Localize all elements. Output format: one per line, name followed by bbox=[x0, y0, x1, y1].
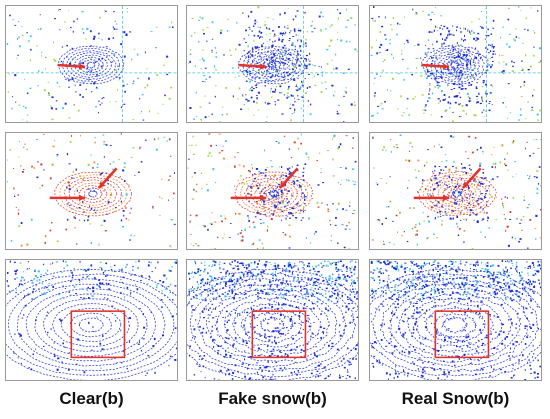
caption-clear: Clear(b) bbox=[59, 389, 124, 408]
point-cloud-r2-clear bbox=[6, 133, 176, 248]
point-cloud-r3-real bbox=[370, 260, 541, 380]
panel-r2-fake bbox=[186, 132, 359, 250]
point-cloud-r1-fake bbox=[187, 6, 358, 122]
caption-real-snow: Real Snow(b) bbox=[401, 389, 510, 408]
point-cloud-r1-clear bbox=[6, 6, 177, 122]
point-cloud-r2-fake bbox=[187, 133, 357, 249]
point-cloud-r1-real bbox=[370, 6, 541, 122]
panel-r1-real bbox=[369, 5, 542, 123]
point-cloud-r3-fake bbox=[187, 260, 358, 380]
caption-fake-snow: Fake snow(b) bbox=[218, 389, 327, 408]
panel-r1-clear bbox=[5, 5, 178, 123]
panel-r3-real bbox=[369, 259, 542, 381]
panel-r2-real bbox=[369, 132, 542, 250]
panel-r1-fake bbox=[186, 5, 359, 123]
point-cloud-r2-real bbox=[371, 134, 541, 249]
point-cloud-r3-clear bbox=[6, 260, 177, 380]
panel-r3-clear bbox=[5, 259, 178, 381]
panel-r2-clear bbox=[5, 132, 178, 250]
panel-r3-fake bbox=[186, 259, 359, 381]
